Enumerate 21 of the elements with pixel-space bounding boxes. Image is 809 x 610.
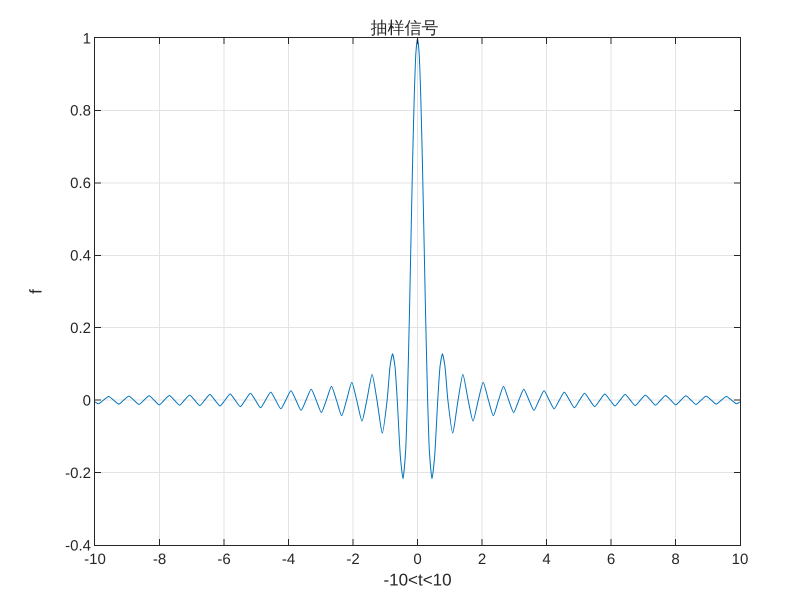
x-tick-label: 10 [732, 551, 748, 568]
x-tick-label: -2 [346, 551, 360, 568]
y-axis-title: f [26, 288, 46, 294]
y-tick-label: 0.4 [70, 248, 91, 265]
x-tick-label: -4 [282, 551, 296, 568]
x-tick-label: 0 [413, 551, 422, 568]
y-tick-label: 0.2 [70, 320, 91, 337]
x-tick-label: 8 [671, 551, 680, 568]
x-tick-label: 2 [478, 551, 486, 568]
chart-title: 抽样信号 [370, 18, 438, 38]
line-series [95, 38, 740, 480]
x-axis-title: -10<t<10 [383, 570, 452, 590]
y-tick-label: -0.2 [65, 464, 91, 482]
x-tick-label: -8 [152, 551, 166, 568]
y-tick-label: 1 [82, 30, 91, 48]
y-tick-label: 0.8 [70, 102, 91, 120]
x-tick-label: 6 [606, 551, 616, 568]
y-tick-label: 0 [82, 392, 91, 410]
x-tick-label: -6 [217, 551, 231, 568]
y-tick-label: 0.6 [70, 175, 91, 192]
x-tick-label: 4 [542, 551, 551, 568]
